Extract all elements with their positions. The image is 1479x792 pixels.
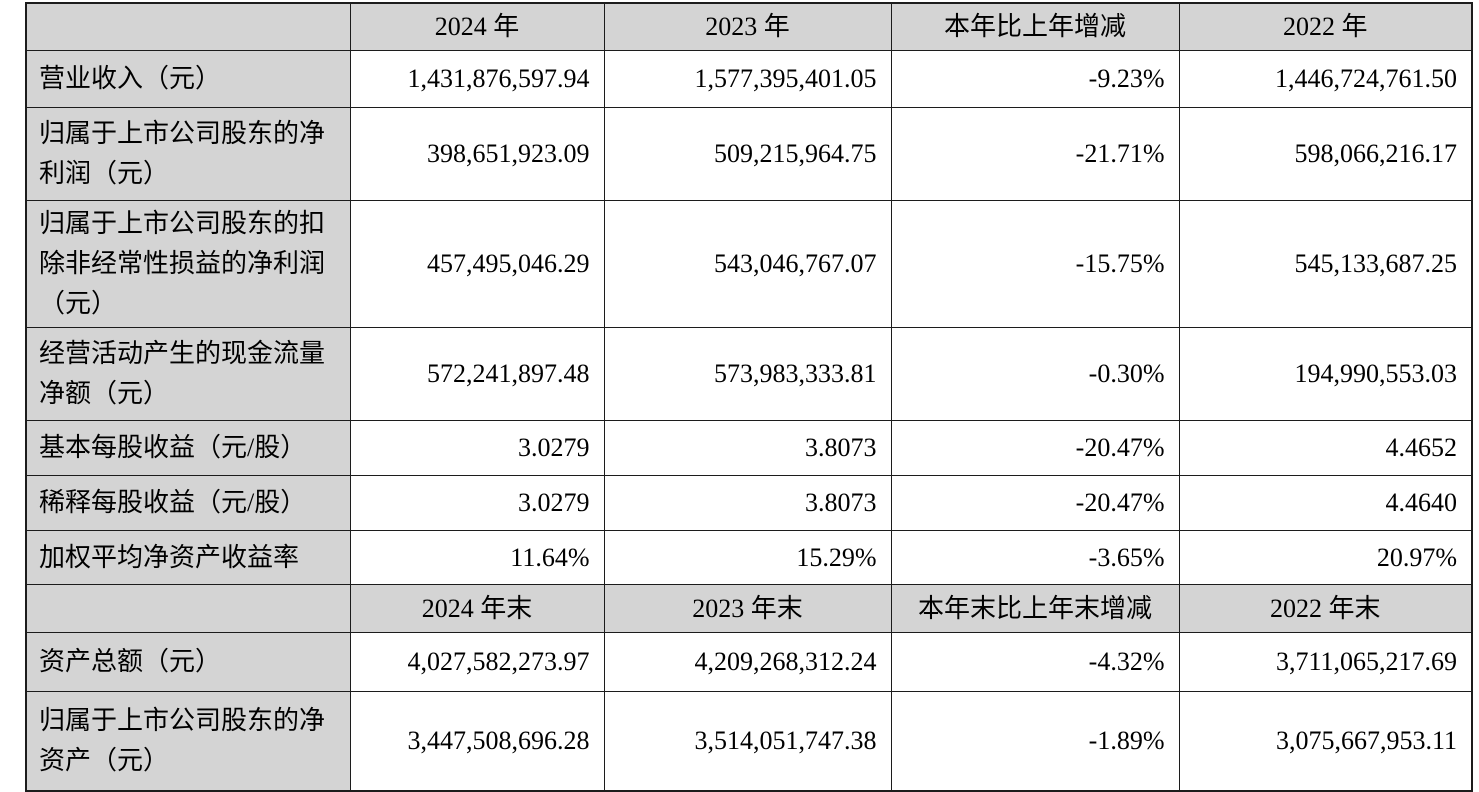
- table-row-operating-cash-flow: 经营活动产生的现金流量净额（元） 572,241,897.48 573,983,…: [25, 327, 1473, 421]
- row-label-cell: 稀释每股收益（元/股）: [25, 475, 351, 531]
- period-end-header-row: 2024 年末 2023 年末 本年末比上年末增减 2022 年末: [25, 584, 1473, 633]
- value-change-cell: -21.71%: [890, 107, 1180, 201]
- value-2022-cell: 20.97%: [1178, 530, 1473, 585]
- row-label-cell: 资产总额（元）: [25, 632, 351, 692]
- table-row-diluted-eps: 稀释每股收益（元/股） 3.0279 3.8073 -20.47% 4.4640: [25, 475, 1473, 531]
- header-end-2024-cell: 2024 年末: [349, 584, 605, 633]
- value-change-cell: -4.32%: [890, 632, 1180, 692]
- value-change-cell: -20.47%: [890, 475, 1180, 531]
- value-2024-cell: 3,447,508,696.28: [349, 691, 605, 792]
- value-2022-cell: 545,133,687.25: [1178, 200, 1473, 328]
- value-2024-cell: 11.64%: [349, 530, 605, 585]
- value-2022-cell: 4.4652: [1178, 420, 1473, 476]
- table-row-total-assets: 资产总额（元） 4,027,582,273.97 4,209,268,312.2…: [25, 632, 1473, 692]
- value-2022-cell: 194,990,553.03: [1178, 327, 1473, 421]
- header-blank-cell: [25, 584, 351, 633]
- value-2022-cell: 3,075,667,953.11: [1178, 691, 1473, 792]
- table-row-weighted-avg-roe: 加权平均净资产收益率 11.64% 15.29% -3.65% 20.97%: [25, 530, 1473, 585]
- header-end-change-cell: 本年末比上年末增减: [890, 584, 1180, 633]
- value-2022-cell: 4.4640: [1178, 475, 1473, 531]
- value-2024-cell: 3.0279: [349, 475, 605, 531]
- row-label-cell: 经营活动产生的现金流量净额（元）: [25, 327, 351, 421]
- header-blank-cell: [25, 2, 351, 51]
- value-2023-cell: 509,215,964.75: [603, 107, 892, 201]
- value-2024-cell: 572,241,897.48: [349, 327, 605, 421]
- value-2023-cell: 543,046,767.07: [603, 200, 892, 328]
- value-2022-cell: 3,711,065,217.69: [1178, 632, 1473, 692]
- table-row-net-profit-excl-nonrecurring: 归属于上市公司股东的扣除非经常性损益的净利润（元） 457,495,046.29…: [25, 200, 1473, 328]
- row-label-cell: 归属于上市公司股东的净利润（元）: [25, 107, 351, 201]
- value-2024-cell: 457,495,046.29: [349, 200, 605, 328]
- value-2023-cell: 3.8073: [603, 475, 892, 531]
- header-end-2022-cell: 2022 年末: [1178, 584, 1473, 633]
- value-2023-cell: 3.8073: [603, 420, 892, 476]
- value-change-cell: -9.23%: [890, 50, 1180, 108]
- row-label-cell: 基本每股收益（元/股）: [25, 420, 351, 476]
- period-header-row: 2024 年 2023 年 本年比上年增减 2022 年: [25, 2, 1473, 51]
- value-2024-cell: 398,651,923.09: [349, 107, 605, 201]
- value-2024-cell: 4,027,582,273.97: [349, 632, 605, 692]
- value-2023-cell: 3,514,051,747.38: [603, 691, 892, 792]
- table-row-net-assets: 归属于上市公司股东的净资产（元） 3,447,508,696.28 3,514,…: [25, 691, 1473, 792]
- header-year-2023-cell: 2023 年: [603, 2, 892, 51]
- header-yoy-change-cell: 本年比上年增减: [890, 2, 1180, 51]
- value-change-cell: -1.89%: [890, 691, 1180, 792]
- value-2024-cell: 1,431,876,597.94: [349, 50, 605, 108]
- value-change-cell: -15.75%: [890, 200, 1180, 328]
- value-change-cell: -3.65%: [890, 530, 1180, 585]
- value-2023-cell: 573,983,333.81: [603, 327, 892, 421]
- row-label-cell: 营业收入（元）: [25, 50, 351, 108]
- table-row-revenue: 营业收入（元） 1,431,876,597.94 1,577,395,401.0…: [25, 50, 1473, 108]
- value-2023-cell: 15.29%: [603, 530, 892, 585]
- table-row-basic-eps: 基本每股收益（元/股） 3.0279 3.8073 -20.47% 4.4652: [25, 420, 1473, 476]
- financial-summary-table: 2024 年 2023 年 本年比上年增减 2022 年 营业收入（元） 1,4…: [25, 2, 1473, 792]
- row-label-cell: 归属于上市公司股东的扣除非经常性损益的净利润（元）: [25, 200, 351, 328]
- header-end-2023-cell: 2023 年末: [603, 584, 892, 633]
- header-year-2022-cell: 2022 年: [1178, 2, 1473, 51]
- value-2022-cell: 598,066,216.17: [1178, 107, 1473, 201]
- value-2023-cell: 4,209,268,312.24: [603, 632, 892, 692]
- value-2022-cell: 1,446,724,761.50: [1178, 50, 1473, 108]
- value-2024-cell: 3.0279: [349, 420, 605, 476]
- value-change-cell: -0.30%: [890, 327, 1180, 421]
- row-label-cell: 归属于上市公司股东的净资产（元）: [25, 691, 351, 792]
- value-change-cell: -20.47%: [890, 420, 1180, 476]
- table-row-net-profit: 归属于上市公司股东的净利润（元） 398,651,923.09 509,215,…: [25, 107, 1473, 201]
- header-year-2024-cell: 2024 年: [349, 2, 605, 51]
- value-2023-cell: 1,577,395,401.05: [603, 50, 892, 108]
- row-label-cell: 加权平均净资产收益率: [25, 530, 351, 585]
